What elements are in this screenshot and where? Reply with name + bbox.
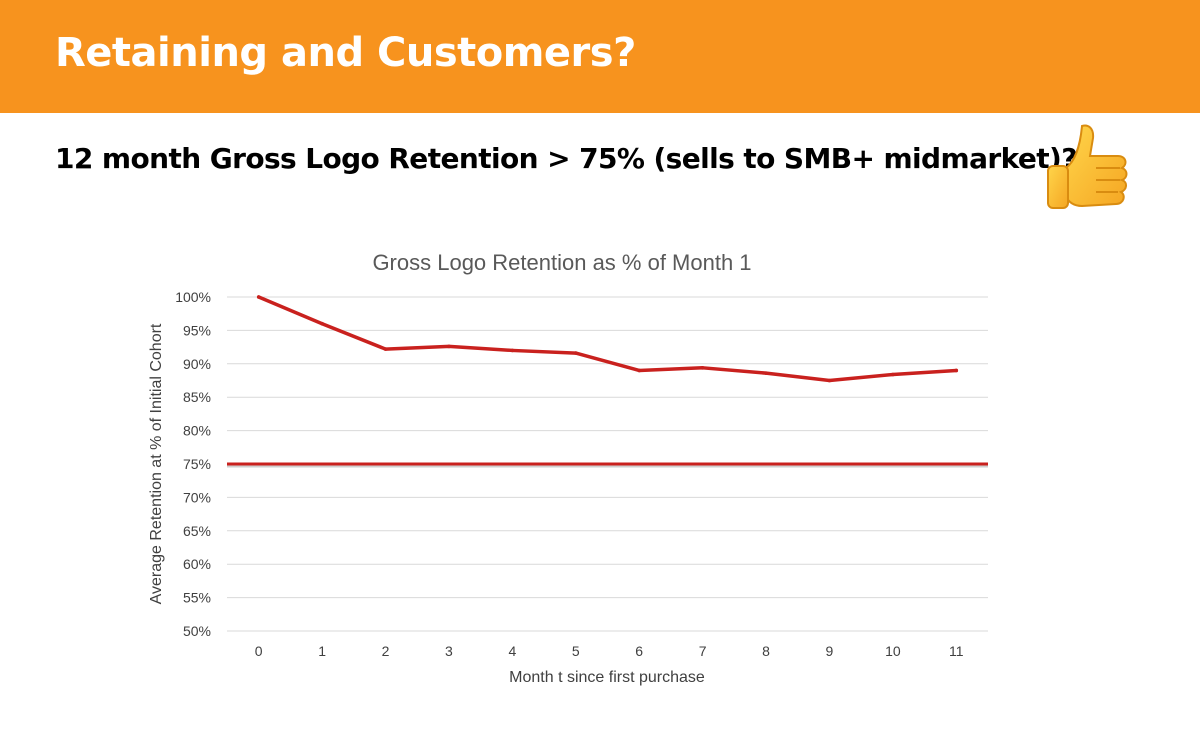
y-tick-label: 75% — [183, 456, 211, 472]
slide-title: Retaining and Customers? — [55, 30, 636, 76]
data-point — [954, 368, 959, 373]
x-tick-label: 0 — [255, 643, 263, 659]
header-band — [0, 0, 1200, 113]
y-tick-label: 65% — [183, 523, 211, 539]
x-tick-label: 3 — [445, 643, 453, 659]
data-point — [764, 371, 768, 375]
thumbs-up-icon — [1047, 124, 1128, 209]
x-tick-label: 1 — [318, 643, 326, 659]
chart-title: Gross Logo Retention as % of Month 1 — [372, 250, 751, 275]
x-axis-label: Month t since first purchase — [509, 669, 705, 686]
y-tick-label: 85% — [183, 389, 211, 405]
x-tick-label: 10 — [885, 643, 901, 659]
y-tick-label: 100% — [175, 289, 211, 305]
y-tick-label: 90% — [183, 356, 211, 372]
data-point — [827, 378, 832, 383]
y-axis-label: Average Retention at % of Initial Cohort — [148, 323, 165, 604]
x-tick-label: 2 — [382, 643, 390, 659]
data-point — [383, 347, 388, 351]
data-point — [320, 321, 324, 326]
y-tick-label: 55% — [183, 590, 211, 606]
y-tick-label: 60% — [183, 556, 211, 572]
y-tick-label: 50% — [183, 623, 211, 639]
data-point — [573, 351, 578, 355]
y-tick-label: 70% — [183, 489, 211, 505]
y-tick-label: 80% — [183, 423, 211, 439]
x-tick-label: 7 — [699, 643, 707, 659]
series-line — [256, 295, 959, 383]
data-point — [700, 366, 705, 370]
data-point — [891, 372, 895, 377]
y-tick-label: 95% — [183, 322, 211, 338]
x-tick-label: 8 — [762, 643, 770, 659]
data-point — [256, 295, 261, 299]
data-point — [447, 344, 451, 349]
slide-subtitle: 12 month Gross Logo Retention > 75% (sel… — [55, 142, 1077, 175]
x-tick-label: 5 — [572, 643, 580, 659]
x-tick-label: 9 — [826, 643, 834, 659]
data-point — [510, 348, 515, 353]
x-tick-label: 6 — [635, 643, 643, 659]
data-point — [637, 368, 642, 373]
x-tick-label: 11 — [949, 643, 964, 659]
x-tick-label: 4 — [508, 643, 516, 659]
